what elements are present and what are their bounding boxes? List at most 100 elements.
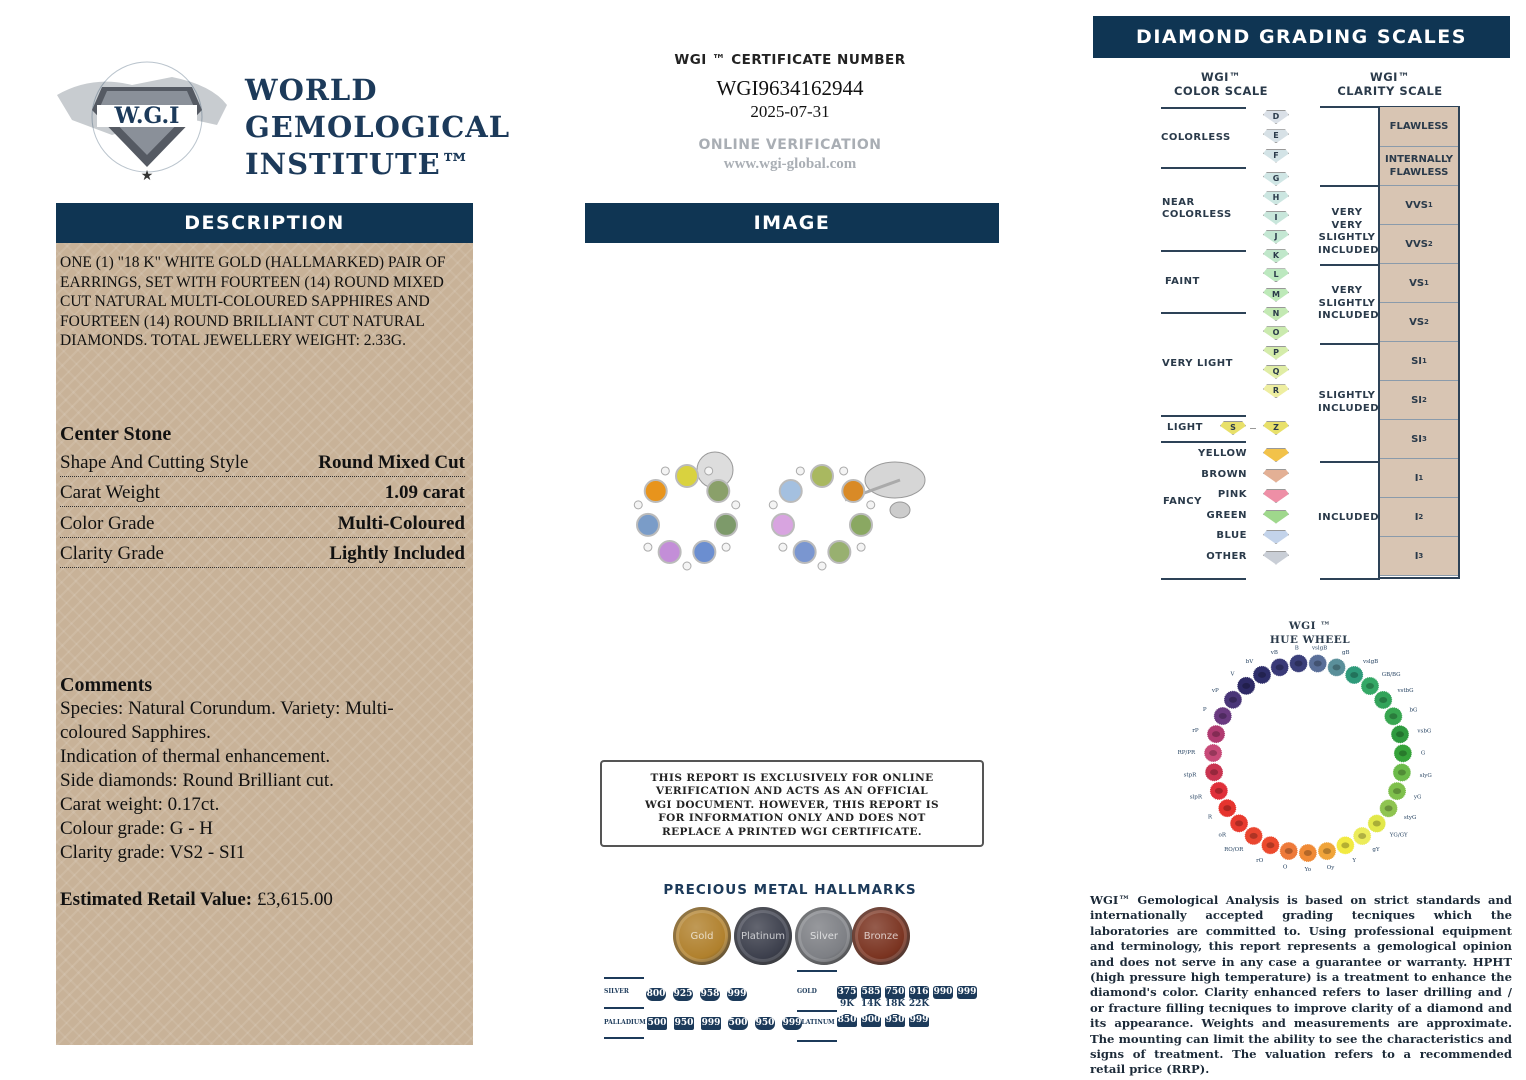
color-group-label: VERY LIGHT [1162, 358, 1233, 369]
hue-dot-center [1266, 842, 1275, 849]
side-diamond [856, 542, 866, 552]
hue-label: O [1283, 865, 1288, 871]
hue-dot [1203, 743, 1223, 763]
hue-label: vstbG [1396, 688, 1413, 694]
clarity-subscript: 2 [1418, 513, 1424, 521]
color-grade-G: G [1263, 171, 1289, 186]
earrings-photo [633, 451, 926, 571]
clarity-divider [1320, 461, 1380, 463]
color-grade-J: J [1263, 229, 1289, 244]
hue-label: vslgB [1362, 659, 1378, 665]
color-grade-F: F [1263, 148, 1289, 163]
hue-dot-center [1379, 696, 1388, 703]
hue-dot [1393, 743, 1413, 763]
color-grade-I: I [1263, 210, 1289, 225]
hue-dot [1298, 843, 1318, 863]
hue-dot [1236, 676, 1256, 696]
clarity-grade-cell: SI 3 [1380, 420, 1458, 459]
hue-dot-center [1249, 832, 1258, 839]
hue-dot-center [1350, 671, 1359, 678]
clarity-grade: SI [1411, 433, 1423, 445]
hue-dot-center [1294, 660, 1303, 667]
hue-dot-center [1313, 660, 1322, 667]
hue-dot-center [1389, 713, 1398, 720]
clarity-group-label: VERY SLIGHTLY INCLUDED [1318, 285, 1379, 321]
palladium-mark: 999 [782, 1017, 802, 1030]
hue-dot-center [1395, 731, 1404, 738]
verification-url[interactable]: www.wgi-global.com [723, 156, 857, 172]
gold-mark: 999 [957, 986, 977, 999]
logo-monogram: W.G.I [114, 103, 180, 129]
grading-header: DIAMOND GRADING SCALES [1093, 16, 1510, 58]
sapphire [810, 464, 834, 488]
divider [604, 977, 644, 979]
sapphire [827, 540, 852, 565]
hue-dot [1244, 826, 1264, 846]
image-header: IMAGE [585, 203, 999, 243]
side-diamond [731, 500, 741, 510]
clarity-grade-cell: SI 2 [1380, 381, 1458, 420]
comment-line: coloured Sapphires. [60, 722, 211, 743]
hue-dot [1352, 826, 1372, 846]
gold-mark: 990 [933, 986, 953, 999]
scale-divider [1161, 441, 1246, 443]
side-diamond [682, 561, 692, 571]
hue-label: slyG [1420, 773, 1432, 779]
hue-label: vslgB [1311, 646, 1327, 652]
scale-divider [1161, 250, 1246, 252]
hue-dot [1308, 654, 1328, 674]
hue-label: stpR [1184, 773, 1198, 779]
logo-line-1: WORLD [245, 73, 378, 107]
scale-divider [1161, 167, 1246, 169]
retail-value: Estimated Retail Value: £3,615.00 [60, 888, 460, 912]
clarity-subscript: 3 [1418, 552, 1424, 560]
gold-mark: 916 [909, 986, 929, 999]
clarity-divider [1320, 578, 1380, 580]
clarity-subscript: 1 [1418, 474, 1424, 482]
fancy-label-pink: PINK [1217, 489, 1247, 500]
spec-label: Clarity Grade [60, 543, 164, 564]
side-diamond [704, 466, 714, 476]
hue-wheel-title-2: HUE WHEEL [1269, 634, 1351, 646]
hue-dot-center [1275, 664, 1284, 671]
fancy-gem-blue [1263, 530, 1289, 544]
clarity-divider [1320, 185, 1380, 187]
spec-label: Carat Weight [60, 482, 160, 503]
spec-label: Color Grade [60, 512, 155, 534]
platinum-mark: 850 [837, 1014, 857, 1027]
description-header: DESCRIPTION [56, 203, 473, 243]
hue-wheel-title-1: WGI ™ [1288, 620, 1332, 632]
divider [604, 1037, 644, 1039]
color-group-label: LIGHT [1167, 422, 1203, 433]
platinum-mark: 950 [885, 1014, 905, 1027]
hue-dot [1209, 781, 1229, 801]
retail-amount: £3,615.00 [256, 889, 333, 910]
scale-divider [1161, 312, 1246, 314]
hue-label: Oy [1327, 865, 1336, 871]
clarity-group-label: INCLUDED [1318, 512, 1379, 523]
divider [797, 1010, 837, 1012]
hue-label: YG/GY [1389, 833, 1408, 839]
retail-label: Estimated Retail Value: [60, 889, 253, 910]
scale-divider [1161, 578, 1246, 580]
hue-label: V [1230, 672, 1236, 678]
clarity-grade-cell: FLAWLESS [1380, 107, 1458, 147]
hue-dot [1383, 706, 1403, 726]
hallmarks-title: PRECIOUS METAL HALLMARKS [663, 882, 917, 898]
side-diamond [866, 500, 876, 510]
comment-line: Carat weight: 0.17ct. [60, 794, 220, 815]
color-group-label: NEAR COLORLESS [1162, 197, 1232, 220]
clarity-group-label: VERY VERY SLIGHTLY INCLUDED [1318, 207, 1379, 256]
clarity-grade-cell: VVS 1 [1380, 186, 1458, 225]
comment-line: Indication of thermal enhancement. [60, 746, 331, 767]
spec-row: Carat Weight 1.09 carat [60, 477, 465, 507]
scale-divider [1161, 107, 1246, 109]
sapphire [643, 479, 668, 504]
gold-karat: 9K [839, 999, 855, 1009]
silver-mark: 999 [727, 988, 747, 1001]
clarity-grade-cell: VVS 2 [1380, 225, 1458, 264]
gold-mark: 585 [861, 986, 881, 999]
hue-label: vP [1211, 688, 1219, 694]
